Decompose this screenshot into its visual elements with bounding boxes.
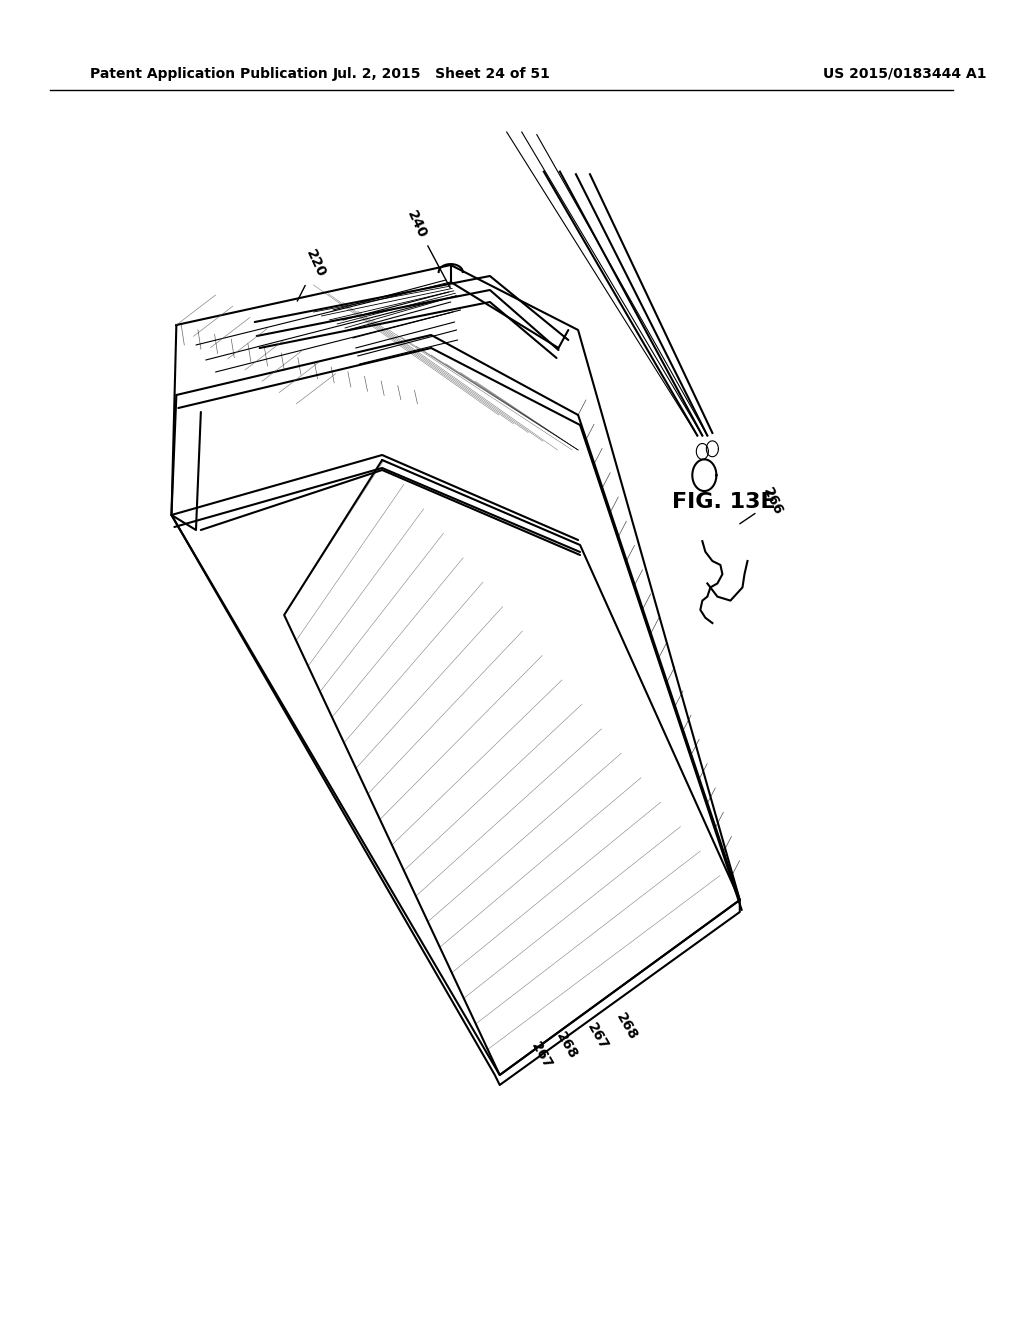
Text: US 2015/0183444 A1: US 2015/0183444 A1	[822, 67, 986, 81]
Text: 268: 268	[613, 1011, 640, 1043]
Text: Patent Application Publication: Patent Application Publication	[90, 67, 328, 81]
Text: 268: 268	[554, 1030, 581, 1061]
Text: 267: 267	[585, 1020, 611, 1052]
Text: Jul. 2, 2015   Sheet 24 of 51: Jul. 2, 2015 Sheet 24 of 51	[333, 67, 551, 81]
Text: 266: 266	[739, 486, 785, 524]
Text: 220: 220	[297, 248, 329, 301]
Text: 267: 267	[528, 1040, 555, 1072]
Text: FIG. 13E: FIG. 13E	[672, 491, 776, 512]
Text: 240: 240	[403, 209, 451, 288]
